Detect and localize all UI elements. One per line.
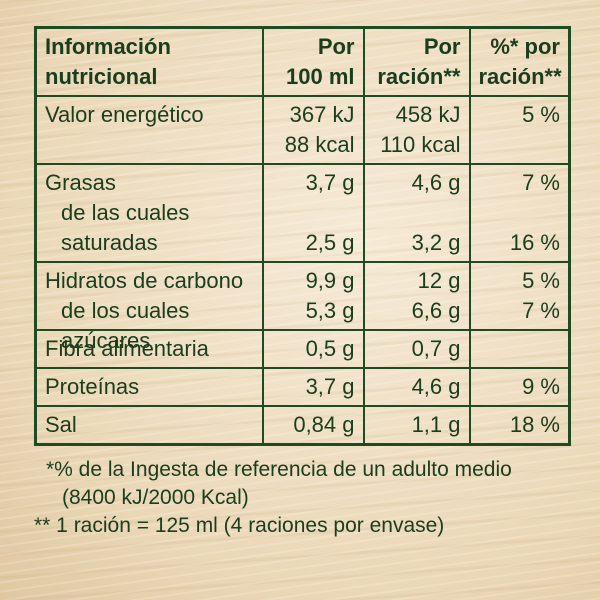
header-per-serving: Por ración** xyxy=(362,26,471,97)
footnote-reference-intake: *% de la Ingesta de referencia de un adu… xyxy=(46,458,512,509)
table-row-salt: Sal 0,84 g 1,1 g 18 % xyxy=(34,405,571,446)
salt-pct: 18 % xyxy=(468,405,571,446)
table-row-fiber: Fibra alimentaria 0,5 g 0,7 g xyxy=(34,329,571,369)
header-nutrition-info: Información nutricional xyxy=(34,26,264,97)
carbs-per100: 9,9 g 5,3 g xyxy=(261,261,365,331)
nutrition-table: Información nutricional Por 100 ml Por r… xyxy=(34,26,571,446)
carbs-label: Hidratos de carbono de los cuales azúcar… xyxy=(34,261,264,353)
table-row-carbs: Hidratos de carbono de los cuales azúcar… xyxy=(34,261,571,353)
fiber-pct xyxy=(468,329,571,369)
fat-per100: 3,7 g 2,5 g xyxy=(261,163,365,263)
energy-per100: 367 kJ 88 kcal xyxy=(261,95,365,165)
fiber-serving: 0,7 g xyxy=(362,329,471,369)
protein-serving: 4,6 g xyxy=(362,367,471,407)
fiber-per100: 0,5 g xyxy=(261,329,365,369)
carbs-pct: 5 % 7 % xyxy=(468,261,571,331)
header-per-100ml: Por 100 ml xyxy=(261,26,365,97)
fat-label: Grasas de las cuales saturadas xyxy=(34,163,264,263)
salt-serving: 1,1 g xyxy=(362,405,471,446)
energy-pct: 5 % xyxy=(468,95,571,165)
footnotes: *% de la Ingesta de referencia de un adu… xyxy=(34,456,568,540)
carbs-serving: 12 g 6,6 g xyxy=(362,261,471,331)
header-row: Información nutricional Por 100 ml Por r… xyxy=(34,26,571,97)
energy-label: Valor energético xyxy=(34,95,264,165)
table-row-energy: Valor energético 367 kJ 88 kcal 458 kJ 1… xyxy=(34,95,571,165)
footnote-serving-size: ** 1 ración = 125 ml (4 raciones por env… xyxy=(34,514,445,537)
nutrition-panel: Información nutricional Por 100 ml Por r… xyxy=(34,26,571,540)
salt-label: Sal xyxy=(34,405,264,446)
energy-serving: 458 kJ 110 kcal xyxy=(362,95,471,165)
fat-pct: 7 % 16 % xyxy=(468,163,571,263)
salt-per100: 0,84 g xyxy=(261,405,365,446)
table-row-protein: Proteínas 3,7 g 4,6 g 9 % xyxy=(34,367,571,407)
fiber-label: Fibra alimentaria xyxy=(34,329,264,369)
header-pct-per-serving: %* por ración** xyxy=(468,26,571,97)
protein-per100: 3,7 g xyxy=(261,367,365,407)
fat-serving: 4,6 g 3,2 g xyxy=(362,163,471,263)
protein-label: Proteínas xyxy=(34,367,264,407)
protein-pct: 9 % xyxy=(468,367,571,407)
table-row-fat: Grasas de las cuales saturadas 3,7 g 2,5… xyxy=(34,163,571,263)
